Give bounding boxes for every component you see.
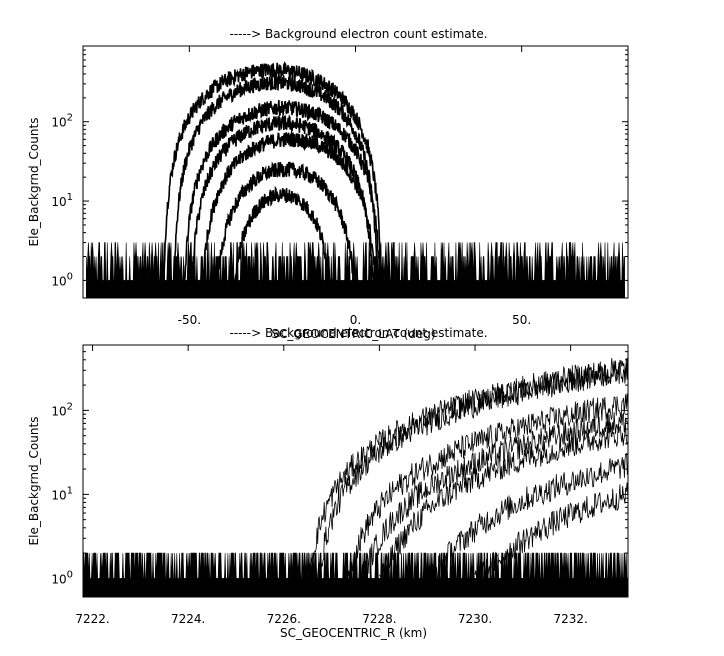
plot-frame: [82, 344, 629, 598]
y-tick-label: 100: [51, 271, 73, 288]
y-tick-label: 102: [51, 401, 73, 418]
series-line-2: [172, 74, 379, 282]
x-tick-label: 7232.: [553, 612, 587, 626]
series-line-7: [474, 482, 628, 580]
y-axis-label: Ele_Backgrnd_Counts: [27, 118, 41, 247]
series-line-2: [316, 357, 628, 579]
x-tick-label: 7228.: [362, 612, 396, 626]
background-noise: [83, 552, 628, 597]
background-noise: [86, 242, 626, 298]
x-axis-label: SC_GEOCENTRIC_R (km): [280, 626, 427, 640]
y-tick-label: 101: [51, 192, 73, 209]
series-line-6: [212, 160, 359, 282]
latitude-panel: -----> Background electron count estimat…: [27, 27, 629, 341]
x-axis-label: SC_GEOCENTRIC_LAT (deg): [271, 327, 435, 341]
y-tick-label: 102: [51, 113, 73, 130]
x-tick-label: -50.: [178, 313, 201, 327]
chart-title: -----> Background electron count estimat…: [229, 27, 487, 41]
y-axis-label: Ele_Backgrnd_Counts: [27, 417, 41, 546]
series-line-3: [182, 100, 383, 282]
x-tick-label: 7222.: [75, 612, 109, 626]
series-line-4: [359, 411, 628, 579]
series-line-1: [162, 61, 383, 282]
series-line-6: [426, 452, 628, 580]
radius-panel: -----> Background electron count estimat…: [27, 326, 629, 640]
data-group: [86, 61, 626, 298]
series-line-5: [199, 132, 379, 282]
x-tick-label: 7230.: [458, 612, 492, 626]
series-line-5: [379, 422, 628, 579]
data-group: [83, 357, 628, 597]
series-line-4: [189, 114, 376, 282]
x-tick-label: 7224.: [171, 612, 205, 626]
y-tick-label: 100: [51, 569, 73, 586]
chart-title: -----> Background electron count estimat…: [229, 326, 487, 340]
x-tick-label: 7226.: [267, 612, 301, 626]
x-tick-label: 50.: [512, 313, 531, 327]
x-tick-label: 0.: [350, 313, 361, 327]
series-line-7: [229, 185, 336, 282]
series-line-3: [345, 393, 628, 579]
y-tick-label: 101: [51, 485, 73, 502]
